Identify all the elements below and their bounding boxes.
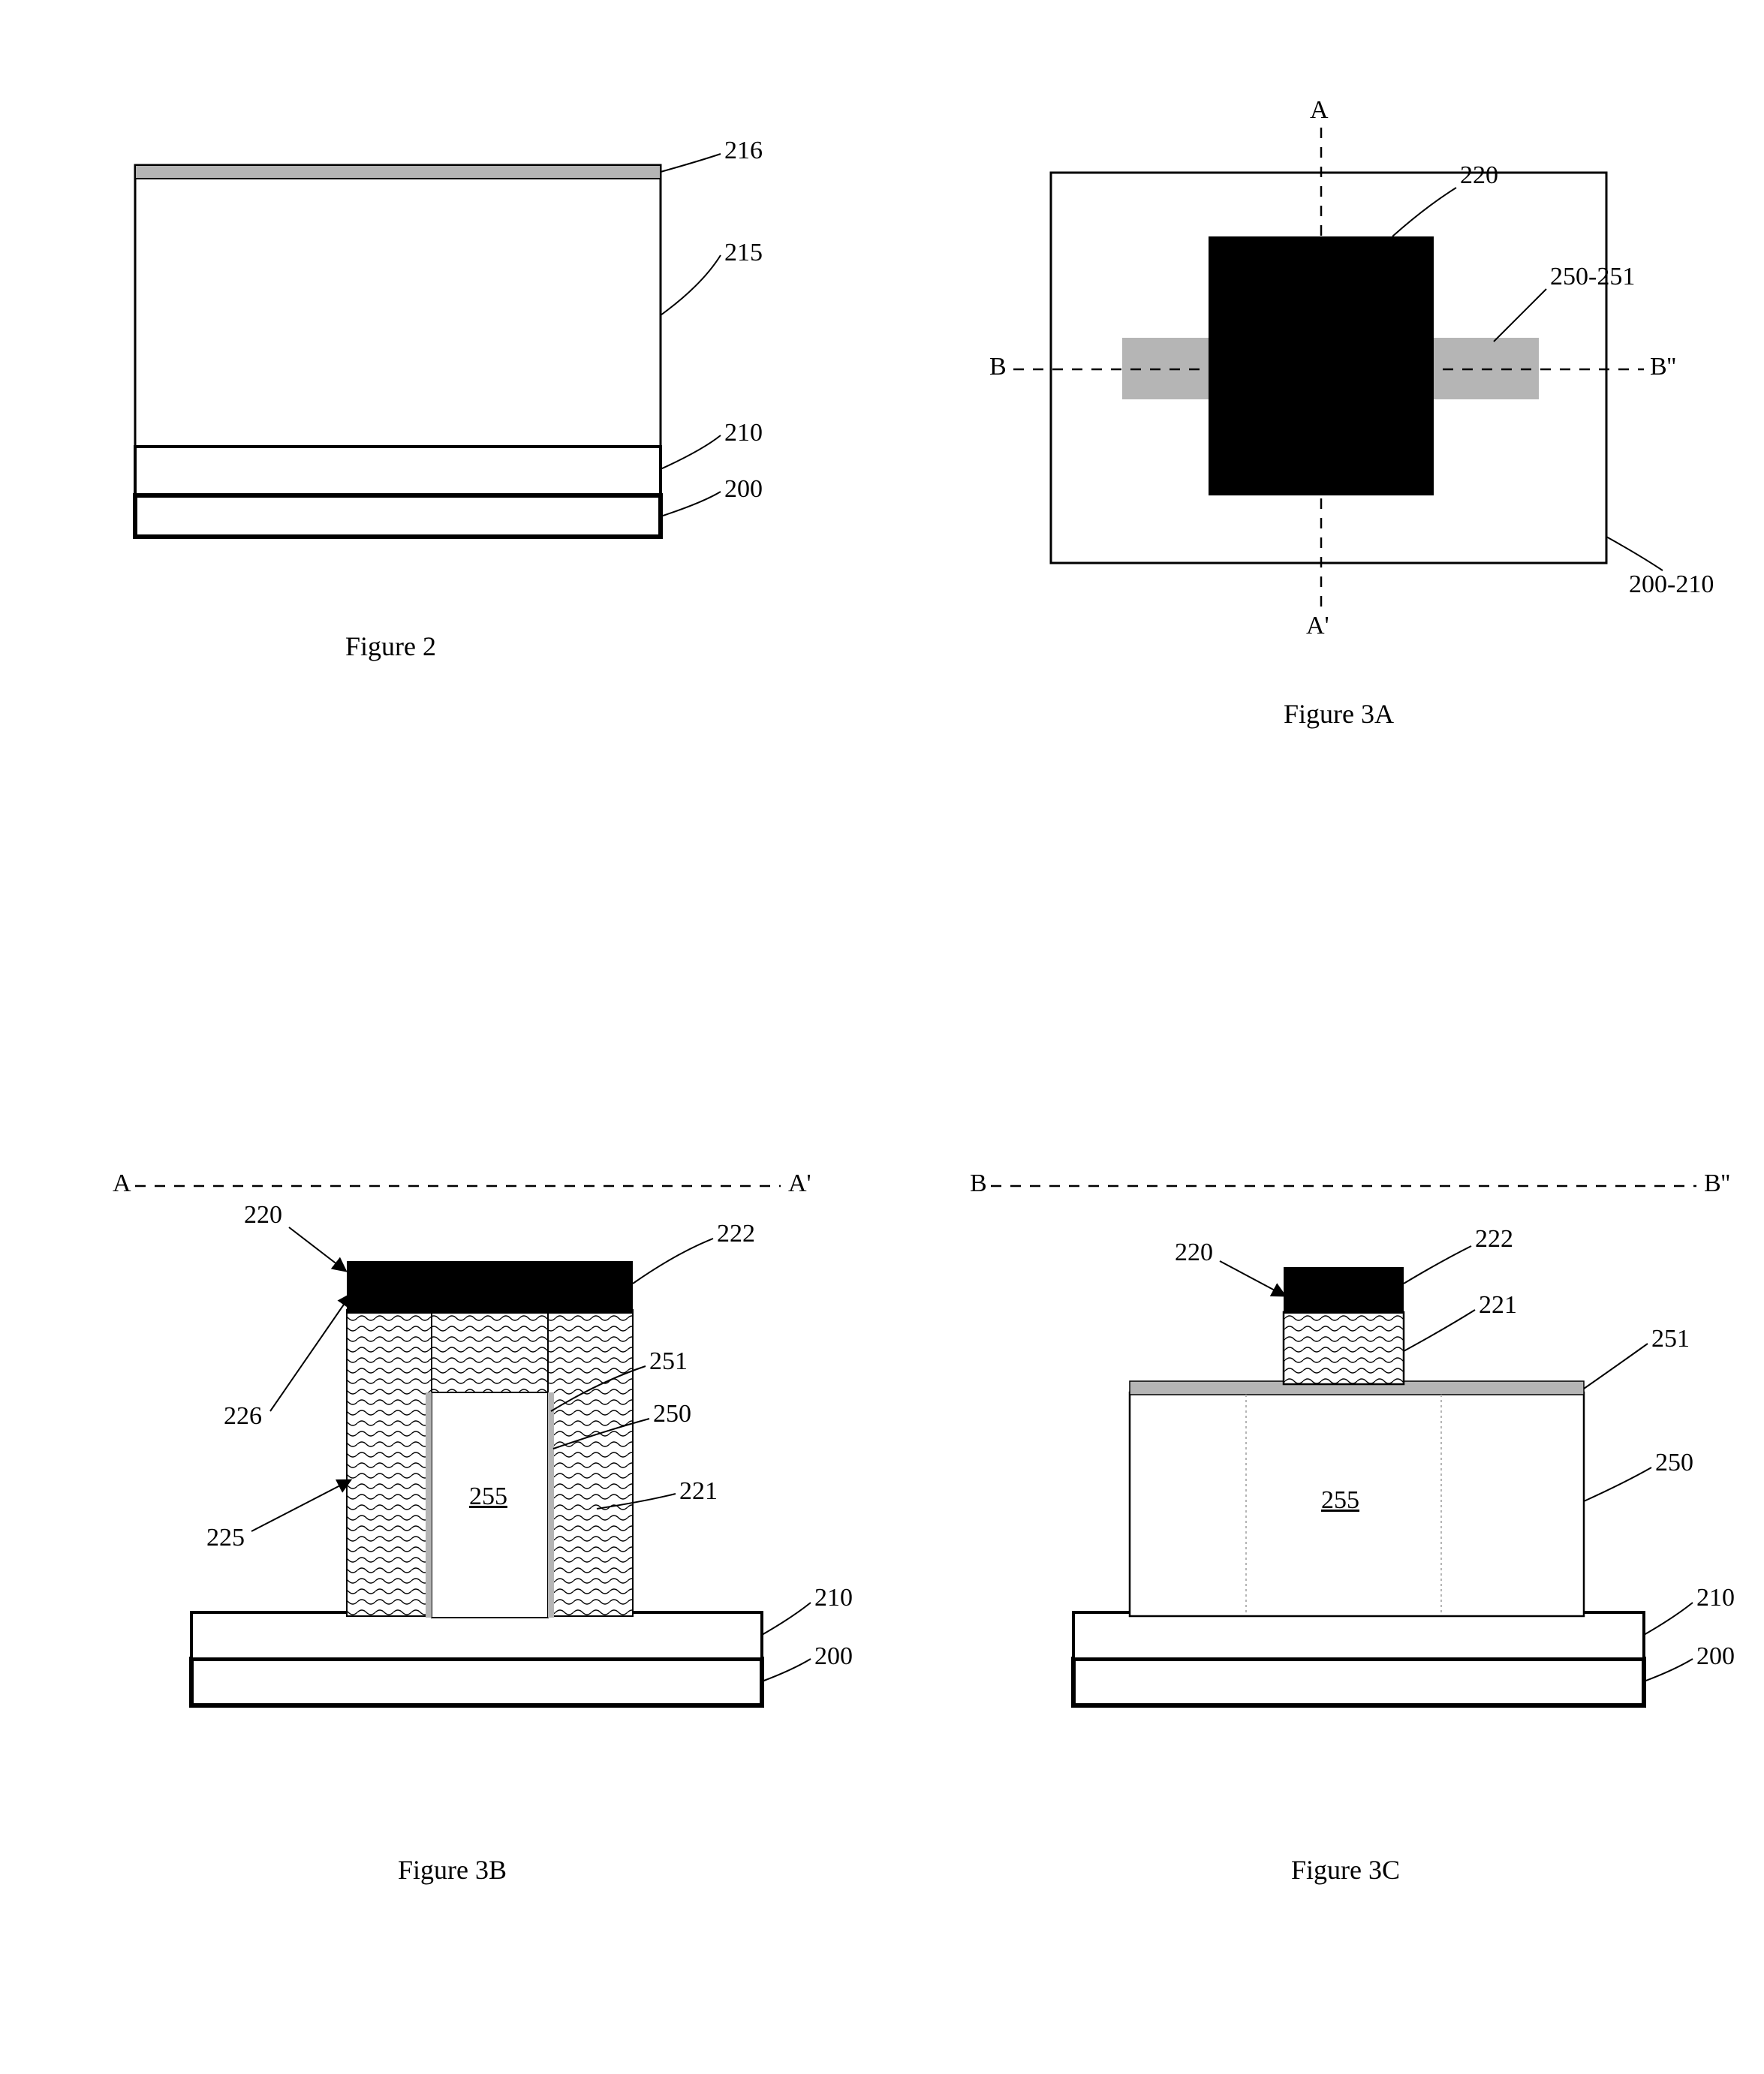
- figure-3a-svg: [968, 90, 1719, 646]
- label-3c-255: 255: [1321, 1486, 1359, 1515]
- label-3b-225: 225: [206, 1524, 245, 1552]
- label-3b-200: 200: [814, 1642, 853, 1671]
- figure-3a-panel: A A' B B'' 220 250-251 200-210 Figure 3A: [968, 90, 1719, 766]
- figure-3b-panel: A A' 220 226 225 255 222 251 250 221 210…: [105, 1133, 856, 1959]
- label-3c-220: 220: [1175, 1239, 1213, 1267]
- label-3a-A: A: [1310, 96, 1329, 125]
- label-3b-222: 222: [717, 1220, 755, 1248]
- figure-2-caption: Figure 2: [345, 631, 436, 662]
- label-3b-Aprime: A': [788, 1169, 811, 1198]
- label-3b-221: 221: [679, 1477, 718, 1506]
- label-3a-Bpp: B'': [1650, 353, 1676, 381]
- label-3b-255: 255: [469, 1483, 507, 1511]
- label-3c-210: 210: [1696, 1584, 1735, 1612]
- label-216: 216: [724, 137, 763, 165]
- label-3b-251: 251: [649, 1347, 688, 1376]
- label-3b-226: 226: [224, 1402, 262, 1431]
- label-3b-A: A: [113, 1169, 131, 1198]
- label-3c-B: B: [970, 1169, 987, 1198]
- label-3a-220: 220: [1460, 161, 1498, 190]
- figure-3c-svg: [961, 1133, 1749, 1809]
- figure-3c-panel: B B'' 220 222 221 251 250 255 210 200 Fi…: [961, 1133, 1749, 1959]
- label-3b-250: 250: [653, 1400, 691, 1428]
- figure-3c-caption: Figure 3C: [1291, 1854, 1400, 1886]
- label-3a-Aprime: A': [1306, 612, 1329, 640]
- label-3c-222: 222: [1475, 1225, 1513, 1254]
- label-3b-220: 220: [244, 1201, 282, 1230]
- label-3b-210: 210: [814, 1584, 853, 1612]
- label-3a-200-210: 200-210: [1629, 570, 1714, 599]
- label-215: 215: [724, 239, 763, 267]
- figure-3a-caption: Figure 3A: [1284, 698, 1394, 730]
- label-3c-Bpp: B'': [1704, 1169, 1730, 1198]
- label-3c-250: 250: [1655, 1449, 1693, 1477]
- label-3a-B: B: [989, 353, 1007, 381]
- label-3a-250-251: 250-251: [1550, 263, 1635, 291]
- figure-2-svg: [105, 150, 758, 570]
- figure-2-panel: 216 215 210 200 Figure 2: [105, 150, 758, 676]
- label-3c-251: 251: [1651, 1325, 1690, 1353]
- label-200: 200: [724, 475, 763, 504]
- label-210: 210: [724, 419, 763, 447]
- label-3c-221: 221: [1479, 1291, 1517, 1320]
- figure-3b-caption: Figure 3B: [398, 1854, 507, 1886]
- label-3c-200: 200: [1696, 1642, 1735, 1671]
